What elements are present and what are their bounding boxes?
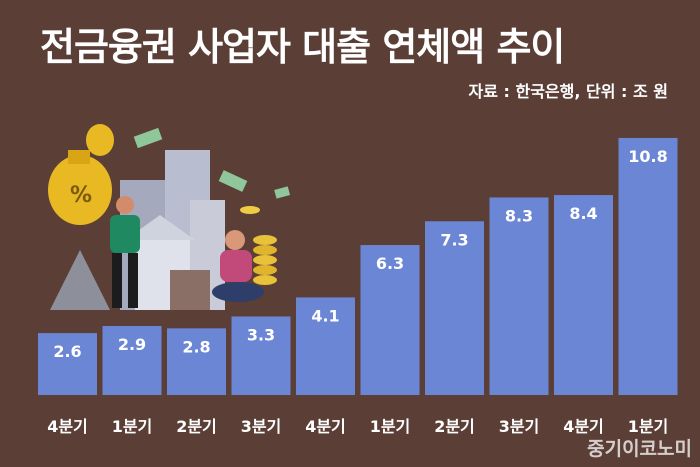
watermark: 중기이코노미 [587, 438, 692, 460]
category-label-9: 1분기 [628, 417, 669, 436]
illustration-debt-stress: % [48, 124, 290, 310]
bar-3 [231, 316, 291, 395]
bar-4 [296, 297, 355, 395]
value-label-5: 6.3 [376, 254, 404, 273]
category-label-7: 3분기 [499, 417, 540, 436]
value-label-1: 2.9 [118, 335, 146, 354]
bar-7 [489, 197, 549, 395]
bar-2 [167, 328, 226, 395]
bar-0 [38, 333, 97, 395]
category-label-4: 4분기 [305, 417, 346, 436]
category-label-6: 2분기 [434, 417, 475, 436]
value-label-7: 8.3 [505, 206, 533, 225]
category-label-2: 2분기 [176, 417, 217, 436]
bar-9 [618, 137, 678, 395]
category-label-5: 1분기 [370, 417, 411, 436]
page-title: 전금융권 사업자 대출 연체액 추이 [40, 25, 565, 69]
value-label-6: 7.3 [440, 230, 468, 249]
source-note: 자료 : 한국은행, 단위 : 조 원 [468, 82, 669, 101]
category-label-8: 4분기 [563, 417, 604, 436]
category-label-1: 1분기 [112, 417, 153, 436]
bar-6 [425, 221, 484, 395]
category-label-3: 3분기 [241, 417, 282, 436]
bar-1 [102, 325, 162, 395]
category-label-0: 4분기 [47, 417, 88, 436]
value-label-3: 3.3 [247, 325, 275, 344]
bar-8 [554, 195, 613, 395]
value-label-2: 2.8 [182, 337, 210, 356]
svg-text:%: % [70, 183, 92, 208]
value-label-8: 8.4 [569, 204, 597, 223]
value-label-4: 4.1 [311, 306, 339, 325]
value-label-0: 2.6 [53, 342, 81, 361]
bar-5 [360, 245, 420, 395]
value-label-9: 10.8 [628, 147, 667, 166]
